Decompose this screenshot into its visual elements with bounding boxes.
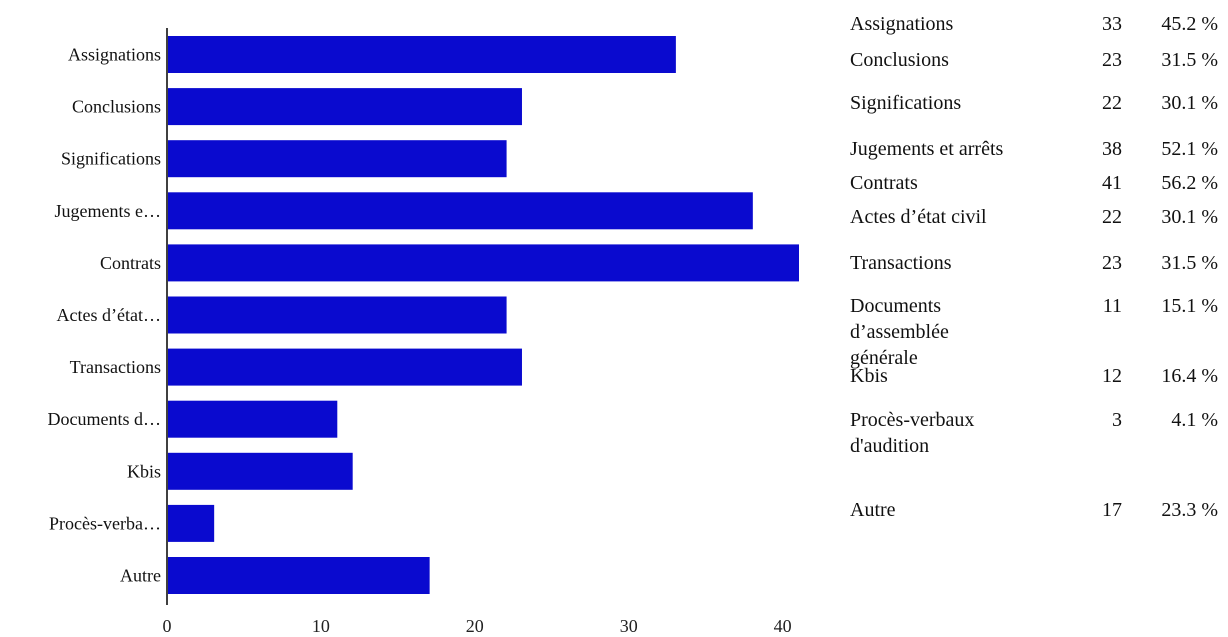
legend-count: 38 — [1102, 138, 1122, 160]
legend-count: 33 — [1102, 13, 1122, 35]
legend-percent: 31.5 % — [1161, 252, 1218, 274]
category-label: Jugements e… — [55, 201, 161, 221]
legend-count: 17 — [1102, 499, 1122, 521]
legend-name: Jugements et arrêts — [850, 138, 1004, 160]
legend-count: 41 — [1102, 172, 1122, 194]
legend-name: Conclusions — [850, 49, 949, 71]
bar-6 — [168, 348, 522, 386]
category-label: Transactions — [70, 357, 161, 377]
bar-8 — [168, 452, 353, 490]
category-label: Conclusions — [72, 97, 161, 117]
legend-name: Kbis — [850, 365, 888, 387]
legend-name: Contrats — [850, 172, 918, 194]
legend-percent: 52.1 % — [1161, 138, 1218, 160]
bar-chart: Assignations Conclusions Significations Jug… — [48, 28, 799, 636]
category-label: Kbis — [127, 461, 161, 481]
legend-table: Assignations 33 45.2 % Conclusions 23 31.5 % S… — [850, 0, 1228, 637]
legend-name: Procès-verbaux d'audition — [850, 409, 975, 457]
category-label: Autre — [120, 566, 161, 586]
legend-name: Documents d’assemblée générale — [850, 295, 949, 369]
bar-3 — [168, 192, 753, 230]
legend-percent: 16.4 % — [1161, 365, 1218, 387]
legend-count: 23 — [1102, 49, 1122, 71]
x-tick-label: 20 — [466, 616, 484, 636]
bar-9 — [168, 504, 215, 542]
legend-count: 22 — [1102, 92, 1122, 114]
legend-percent: 15.1 % — [1161, 295, 1218, 317]
legend-count: 3 — [1112, 409, 1122, 431]
legend-name: Transactions — [850, 252, 952, 274]
legend-percent: 30.1 % — [1161, 92, 1218, 114]
legend-percent: 45.2 % — [1161, 13, 1218, 35]
legend-percent: 31.5 % — [1161, 49, 1218, 71]
bar-1 — [168, 88, 522, 126]
category-label: Actes d’état… — [57, 305, 161, 325]
legend-percent: 30.1 % — [1161, 206, 1218, 228]
legend-percent: 4.1 % — [1171, 409, 1218, 431]
legend-percent: 23.3 % — [1161, 499, 1218, 521]
category-label: Documents d… — [48, 409, 161, 429]
legend-count: 12 — [1102, 365, 1122, 387]
x-tick-label: 30 — [620, 616, 638, 636]
category-label: Contrats — [100, 253, 161, 273]
legend-count: 23 — [1102, 252, 1122, 274]
legend-count: 11 — [1102, 295, 1122, 317]
bar-5 — [168, 296, 507, 334]
legend-name: Autre — [850, 499, 896, 521]
legend-count: 22 — [1102, 206, 1122, 228]
bar-7 — [168, 400, 338, 438]
legend-percent: 56.2 % — [1161, 172, 1218, 194]
legend-name: Actes d’état civil — [850, 206, 987, 228]
bar-2 — [168, 140, 507, 178]
x-tick-label: 40 — [774, 616, 792, 636]
legend-name: Assignations — [850, 13, 954, 35]
legend-name: Significations — [850, 92, 962, 114]
bar-4 — [168, 244, 799, 282]
bar-10 — [168, 557, 430, 594]
category-label: Procès-verba… — [49, 513, 161, 533]
category-label: Significations — [61, 149, 161, 169]
x-tick-label: 0 — [163, 616, 172, 636]
category-label: Assignations — [68, 45, 161, 65]
x-tick-label: 10 — [312, 616, 330, 636]
bar-0 — [168, 36, 676, 73]
